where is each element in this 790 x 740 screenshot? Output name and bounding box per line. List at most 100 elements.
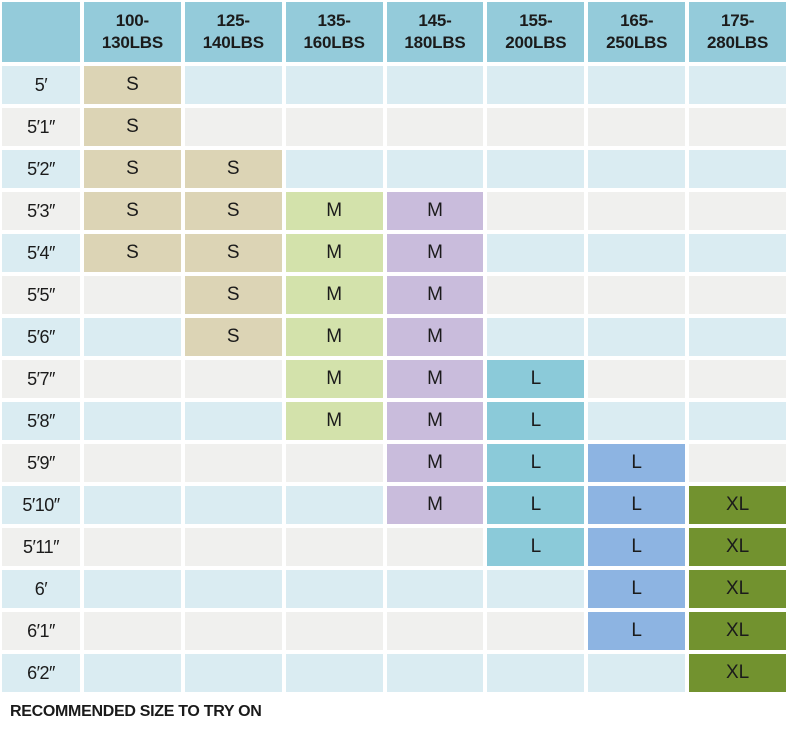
size-cell-L: L	[487, 486, 585, 524]
size-cell-L: L	[588, 612, 686, 650]
size-cell-S: S	[84, 108, 181, 146]
empty-cell	[588, 318, 686, 356]
size-cell-M: M	[285, 276, 383, 314]
height-label: 5′2″	[2, 150, 80, 188]
empty-cell	[285, 570, 383, 608]
height-label: 5′6″	[2, 318, 80, 356]
empty-cell	[487, 234, 585, 272]
empty-cell	[689, 150, 786, 188]
empty-cell	[487, 318, 585, 356]
empty-cell	[285, 528, 383, 566]
size-cell-M: M	[386, 318, 484, 356]
empty-cell	[184, 444, 282, 482]
size-cell-S: S	[84, 192, 181, 230]
height-label: 5′8″	[2, 402, 80, 440]
size-cell-L: L	[487, 444, 585, 482]
empty-cell	[84, 486, 181, 524]
empty-cell	[184, 402, 282, 440]
height-label: 5′11″	[2, 528, 80, 566]
size-cell-S: S	[84, 234, 181, 272]
height-label: 6′2″	[2, 654, 80, 692]
height-label: 5′3″	[2, 192, 80, 230]
weight-header-6: 175- 280LBS	[689, 2, 786, 62]
weight-header-4: 155- 200LBS	[487, 2, 585, 62]
size-cell-M: M	[386, 234, 484, 272]
size-cell-M: M	[285, 234, 383, 272]
empty-cell	[285, 444, 383, 482]
empty-cell	[487, 108, 585, 146]
size-cell-M: M	[285, 402, 383, 440]
size-cell-M: M	[386, 192, 484, 230]
empty-cell	[689, 192, 786, 230]
size-cell-M: M	[386, 486, 484, 524]
height-label: 5′7″	[2, 360, 80, 398]
size-cell-M: M	[386, 444, 484, 482]
empty-cell	[84, 570, 181, 608]
weight-header-3: 145- 180LBS	[386, 2, 484, 62]
size-cell-XL: XL	[689, 528, 786, 566]
corner-cell	[2, 2, 80, 62]
size-cell-XL: XL	[689, 570, 786, 608]
height-label: 5′1″	[2, 108, 80, 146]
size-cell-S: S	[184, 234, 282, 272]
empty-cell	[689, 276, 786, 314]
size-cell-L: L	[588, 486, 686, 524]
empty-cell	[184, 612, 282, 650]
empty-cell	[689, 108, 786, 146]
height-label: 5′5″	[2, 276, 80, 314]
empty-cell	[588, 402, 686, 440]
size-cell-S: S	[184, 276, 282, 314]
empty-cell	[386, 66, 484, 104]
size-cell-S: S	[184, 150, 282, 188]
empty-cell	[487, 150, 585, 188]
empty-cell	[487, 612, 585, 650]
size-cell-L: L	[487, 528, 585, 566]
empty-cell	[588, 108, 686, 146]
empty-cell	[184, 570, 282, 608]
empty-cell	[184, 486, 282, 524]
empty-cell	[487, 654, 585, 692]
empty-cell	[588, 66, 686, 104]
empty-cell	[285, 108, 383, 146]
empty-cell	[689, 360, 786, 398]
empty-cell	[84, 654, 181, 692]
size-cell-M: M	[285, 318, 383, 356]
size-cell-S: S	[184, 192, 282, 230]
size-cell-M: M	[285, 192, 383, 230]
empty-cell	[84, 528, 181, 566]
empty-cell	[386, 108, 484, 146]
size-cell-XL: XL	[689, 654, 786, 692]
weight-header-5: 165- 250LBS	[588, 2, 686, 62]
empty-cell	[84, 318, 181, 356]
empty-cell	[386, 528, 484, 566]
height-label: 5′	[2, 66, 80, 104]
size-cell-L: L	[588, 570, 686, 608]
empty-cell	[285, 654, 383, 692]
size-cell-M: M	[386, 402, 484, 440]
empty-cell	[487, 66, 585, 104]
empty-cell	[588, 276, 686, 314]
size-cell-L: L	[588, 528, 686, 566]
empty-cell	[84, 402, 181, 440]
empty-cell	[588, 654, 686, 692]
size-cell-S: S	[84, 66, 181, 104]
empty-cell	[588, 234, 686, 272]
height-label: 6′	[2, 570, 80, 608]
size-cell-XL: XL	[689, 612, 786, 650]
empty-cell	[689, 234, 786, 272]
height-label: 6′1″	[2, 612, 80, 650]
size-cell-L: L	[487, 402, 585, 440]
empty-cell	[184, 66, 282, 104]
empty-cell	[386, 654, 484, 692]
size-cell-L: L	[588, 444, 686, 482]
size-cell-S: S	[84, 150, 181, 188]
height-label: 5′4″	[2, 234, 80, 272]
empty-cell	[285, 612, 383, 650]
empty-cell	[184, 528, 282, 566]
empty-cell	[84, 444, 181, 482]
empty-cell	[689, 66, 786, 104]
footer-note: RECOMMENDED SIZE TO TRY ON	[10, 703, 262, 720]
empty-cell	[285, 486, 383, 524]
empty-cell	[588, 150, 686, 188]
height-label: 5′10″	[2, 486, 80, 524]
